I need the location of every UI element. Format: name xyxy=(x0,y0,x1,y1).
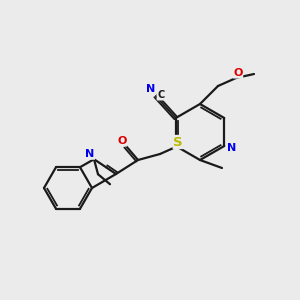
Text: N: N xyxy=(146,84,155,94)
Text: O: O xyxy=(117,136,127,146)
Text: N: N xyxy=(85,149,94,159)
Text: S: S xyxy=(173,136,183,148)
Text: N: N xyxy=(226,143,236,153)
Text: O: O xyxy=(233,68,243,78)
Text: C: C xyxy=(157,90,164,100)
